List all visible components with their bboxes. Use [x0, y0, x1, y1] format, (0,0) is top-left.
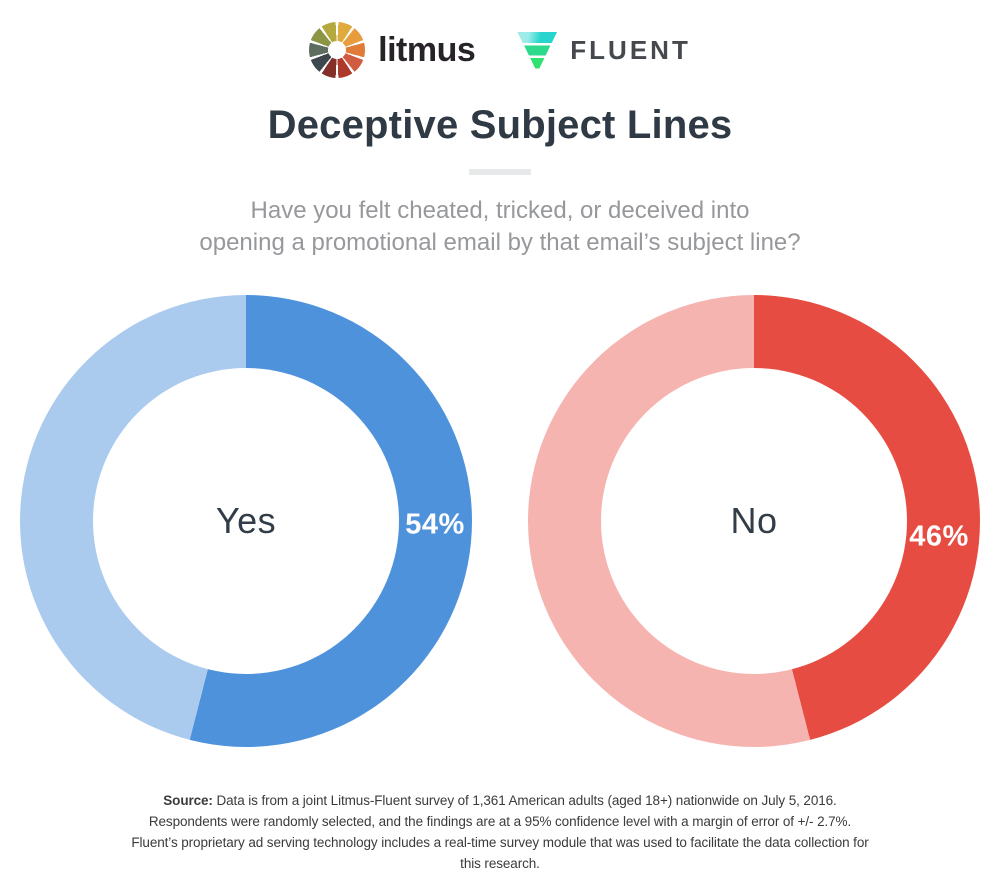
fluent-brand-name: FLUENT — [570, 35, 691, 65]
source-label: Source: — [163, 793, 213, 808]
litmus-colorwheel-icon — [309, 22, 366, 78]
donut-label-no: No — [730, 500, 778, 541]
fluent-funnel-icon — [517, 31, 558, 69]
donut-label-yes: Yes — [215, 500, 277, 541]
brand-logos-row: litmus FLUENT — [0, 0, 1000, 79]
source-text: Data is from a joint Litmus-Fluent surve… — [131, 793, 869, 871]
survey-question-line2: opening a promotional email by that emai… — [199, 228, 801, 256]
donut-ring-yes — [20, 295, 472, 747]
fluent-brand: FLUENT — [517, 31, 691, 69]
donut-charts-row: Yes 54% No 46% — [0, 295, 1000, 747]
source-footnote: Source: Data is from a joint Litmus-Flue… — [126, 791, 874, 875]
title-divider — [469, 169, 531, 175]
donut-ring-no — [528, 295, 980, 747]
donut-chart-yes: Yes 54% — [20, 295, 472, 747]
survey-question: Have you felt cheated, tricked, or decei… — [0, 195, 1000, 258]
litmus-brand: litmus — [309, 22, 476, 78]
litmus-brand-name: litmus — [378, 31, 476, 69]
donut-value-no: 46% — [909, 520, 969, 553]
page-title: Deceptive Subject Lines — [267, 103, 733, 147]
donut-chart-no: No 46% — [528, 295, 980, 747]
donut-value-yes: 54% — [405, 508, 465, 541]
survey-question-line1: Have you felt cheated, tricked, or decei… — [250, 197, 750, 224]
